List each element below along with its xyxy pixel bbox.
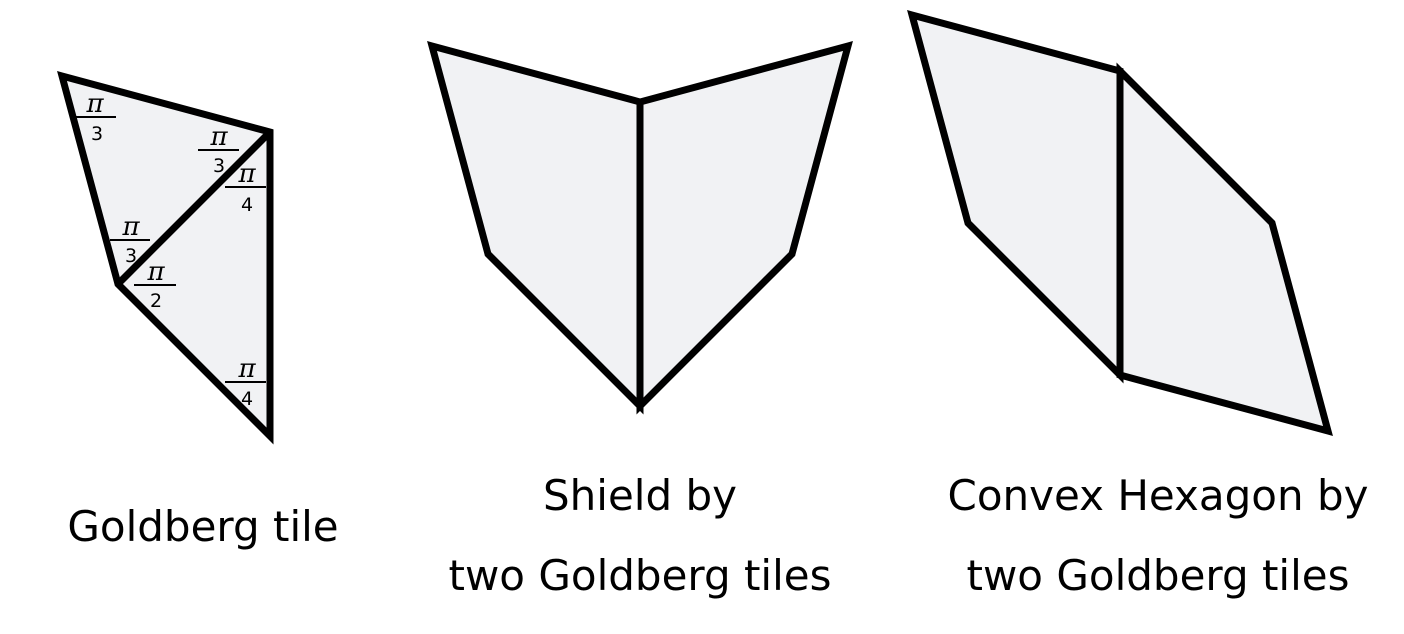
angle-label-vertex-right-upper: π 4 (225, 159, 266, 216)
hexagon-caption-line2: two Goldberg tiles (966, 551, 1349, 600)
hexagon-left-tile (907, 10, 1124, 384)
angle-denominator: 3 (91, 123, 103, 145)
hexagon-figure: Convex Hexagon by two Goldberg tiles (907, 10, 1369, 600)
angle-numerator: π (146, 257, 165, 287)
goldberg-tile-diagonal (115, 129, 273, 287)
goldberg-tile-caption: Goldberg tile (67, 502, 338, 551)
goldberg-tile-outline (57, 71, 274, 445)
angle-label-vertex-mid-lower: π 2 (134, 257, 176, 312)
angle-denominator: 3 (213, 155, 225, 177)
angle-label-apex-top-left: π 3 (75, 89, 116, 145)
angle-numerator: π (85, 89, 104, 119)
angle-numerator: π (209, 122, 228, 152)
angle-label-vertex-bottom-right: π 4 (225, 354, 266, 410)
hexagon-right-tile (1116, 62, 1333, 436)
angle-denominator: 4 (241, 194, 253, 216)
angle-denominator: 3 (125, 245, 137, 267)
shield-caption-line2: two Goldberg tiles (448, 551, 831, 600)
shield-left-tile (427, 41, 644, 415)
angle-numerator: π (121, 212, 140, 242)
angle-label-vertex-top-right: π 3 (198, 122, 239, 177)
shield-figure: Shield by two Goldberg tiles (427, 41, 853, 600)
goldberg-tile-figure: π 3 π 3 π 4 π 3 π 2 π (57, 71, 339, 551)
angle-numerator: π (237, 354, 256, 384)
shield-caption-line1: Shield by (543, 471, 737, 520)
angle-denominator: 4 (241, 388, 253, 410)
angle-label-vertex-mid-upper: π 3 (110, 212, 150, 267)
hexagon-caption-line1: Convex Hexagon by (948, 471, 1369, 520)
angle-denominator: 2 (150, 290, 162, 312)
shield-right-tile (636, 41, 853, 415)
angle-numerator: π (237, 159, 256, 189)
